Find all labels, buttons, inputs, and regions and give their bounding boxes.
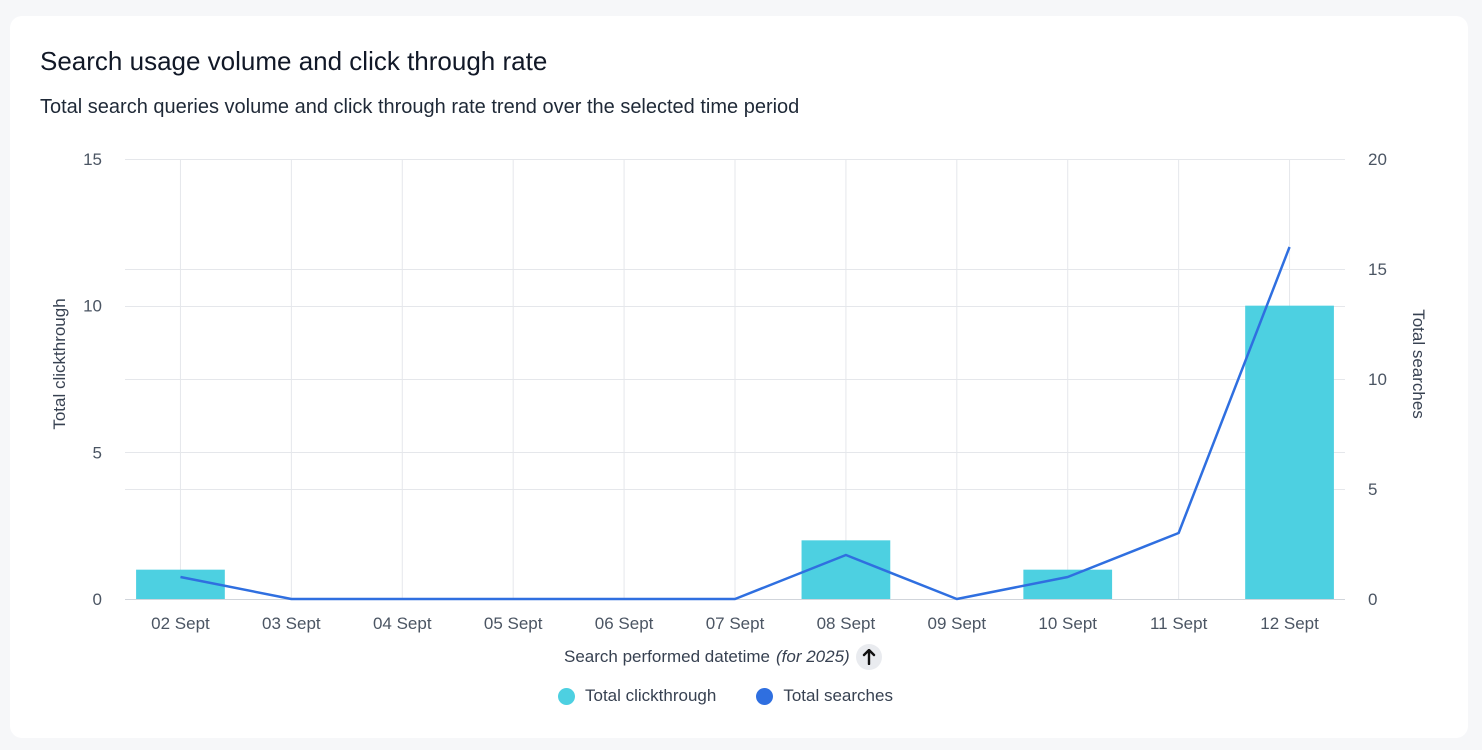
y-axis-title: Total clickthrough	[50, 298, 69, 429]
x-axis-title-main: Search performed datetime	[564, 647, 770, 666]
y2-tick-label: 5	[1368, 480, 1377, 499]
bar-clickthrough	[801, 540, 891, 599]
x-tick-label: 06 Sept	[595, 614, 654, 633]
bar-clickthrough	[136, 569, 225, 599]
y2-tick-label: 15	[1368, 260, 1387, 279]
y2-tick-label: 10	[1368, 370, 1387, 389]
x-tick-label: 03 Sept	[262, 614, 321, 633]
chart-card: Search usage volume and click through ra…	[10, 16, 1468, 738]
legend-label-searches: Total searches	[783, 686, 893, 705]
bar-clickthrough	[1245, 305, 1334, 599]
x-tick-label: 11 Sept	[1150, 614, 1208, 633]
x-axis-title: Search performed datetime (for 2025)	[564, 644, 882, 670]
legend-label-clickthrough: Total clickthrough	[585, 686, 717, 705]
legend-swatch-clickthrough	[558, 687, 575, 705]
chart-subtitle: Total search queries volume and click th…	[40, 96, 800, 118]
y2-axis-title: Total searches	[1409, 309, 1428, 419]
arrow-up-icon	[862, 649, 875, 665]
line-total-searches	[180, 246, 1291, 601]
y-tick-label: 0	[93, 590, 102, 609]
x-axis-title-qualifier: (for 2025)	[776, 647, 850, 666]
legend-swatch-searches	[756, 687, 774, 705]
x-tick-label: 02 Sept	[151, 614, 210, 633]
x-tick-label: 10 Sept	[1038, 614, 1097, 633]
x-tick-label: 12 Sept	[1260, 614, 1319, 633]
x-tick-label: 09 Sept	[928, 614, 987, 633]
y2-tick-label: 0	[1368, 590, 1377, 609]
bar-clickthrough	[1023, 569, 1113, 599]
legend-item-clickthrough[interactable]: Total clickthrough	[558, 686, 716, 706]
y2-tick-label: 20	[1368, 150, 1387, 169]
x-tick-label: 05 Sept	[484, 614, 543, 633]
x-tick-label: 08 Sept	[817, 614, 876, 633]
sort-button[interactable]	[855, 644, 882, 670]
y-tick-label: 5	[93, 443, 102, 462]
legend-item-searches[interactable]: Total searches	[756, 686, 893, 706]
y-tick-label: 15	[83, 150, 102, 169]
chart-title: Search usage volume and click through ra…	[40, 46, 548, 76]
y-tick-label: 10	[83, 297, 102, 316]
x-tick-label: 04 Sept	[373, 614, 432, 633]
chart-legend: Total clickthrough Total searches	[558, 686, 893, 706]
x-tick-label: 07 Sept	[706, 614, 765, 633]
combo-chart: 0 5 10 15 0 5 10 15 20 02 Sept 03 Sept 04 Sept 05 Se…	[50, 150, 1428, 633]
